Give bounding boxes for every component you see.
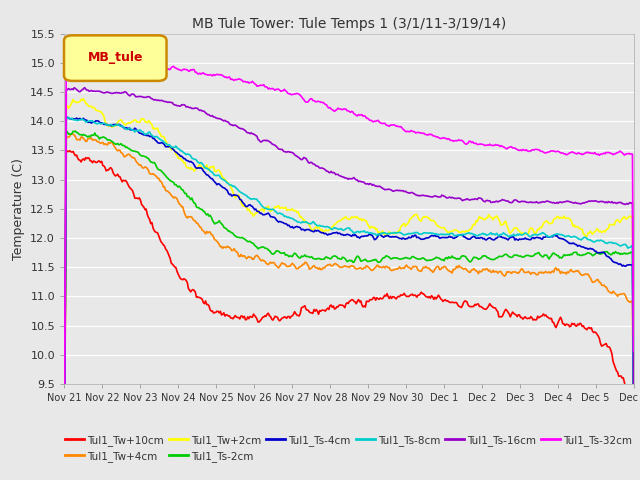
Title: MB Tule Tower: Tule Temps 1 (3/1/11-3/19/14): MB Tule Tower: Tule Temps 1 (3/1/11-3/19…: [191, 17, 506, 31]
Text: MB_tule: MB_tule: [88, 50, 143, 63]
FancyBboxPatch shape: [64, 36, 166, 81]
Y-axis label: Temperature (C): Temperature (C): [12, 158, 25, 260]
Legend: Tul1_Tw+10cm, Tul1_Tw+4cm, Tul1_Tw+2cm, Tul1_Ts-2cm, Tul1_Ts-4cm, Tul1_Ts-8cm, T: Tul1_Tw+10cm, Tul1_Tw+4cm, Tul1_Tw+2cm, …: [65, 435, 632, 462]
